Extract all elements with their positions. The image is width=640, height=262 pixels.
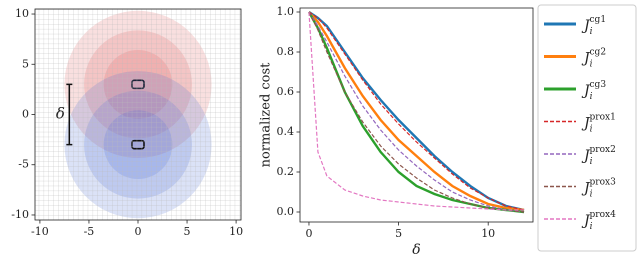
x-tick-label: 5	[395, 227, 402, 240]
axes-frame	[299, 7, 534, 223]
right-panel: 0 5 10 0.0 0.2 0.4 0.6 0.8 1.0 δ normalized cost Ji…	[259, 4, 637, 258]
legend-sub: i	[590, 27, 593, 37]
legend-sup: cg1	[590, 15, 607, 25]
legend-sup: prox3	[590, 177, 617, 187]
series-line	[308, 11, 525, 213]
y-tick-label: 0.0	[277, 205, 295, 218]
y-tick-label: 5	[22, 57, 29, 70]
axes-frame	[34, 8, 242, 221]
x-tick-label: 0	[135, 225, 142, 238]
x-tick-label: 10	[229, 225, 243, 238]
y-tick-label: 1.0	[277, 5, 295, 18]
x-tick-label: -10	[31, 225, 49, 238]
legend-sup: prox1	[590, 112, 616, 122]
y-tick-label: 10	[15, 7, 29, 20]
legend-sub: i	[590, 157, 593, 167]
legend-sub: i	[590, 189, 593, 199]
y-axis-label: normalized cost	[259, 62, 274, 168]
series-line	[308, 11, 525, 212]
x-tick-label: 10	[481, 227, 495, 240]
series-line	[308, 11, 525, 213]
left-panel: δ -10 -5 0 5 10 -10 -5 0 5 10	[11, 7, 243, 238]
legend-sup: cg3	[590, 80, 607, 90]
series-line	[307, 11, 525, 214]
legend-frame	[537, 4, 637, 252]
series-line	[308, 11, 525, 211]
legend-label: Ji cg3	[581, 80, 606, 102]
legend-base: J	[581, 18, 591, 34]
legend-sub: i	[590, 92, 593, 102]
series-line	[308, 11, 525, 211]
legend-label: Ji prox3	[581, 177, 616, 199]
y-tick-label: 0.6	[277, 85, 295, 98]
legend-base: J	[581, 116, 591, 132]
legend-sup: prox4	[590, 210, 617, 220]
legend-label: Ji prox4	[581, 210, 616, 232]
y-tick-label: -5	[18, 158, 29, 171]
x-tick-label: 5	[184, 225, 191, 238]
legend-base: J	[581, 213, 591, 229]
x-axis-label: δ	[412, 242, 420, 258]
legend-label: Ji prox1	[581, 112, 616, 134]
series-line	[308, 11, 525, 212]
y-tick-label: 0.4	[277, 125, 295, 138]
legend-sub: i	[590, 222, 593, 232]
y-tick-label: 0	[22, 108, 29, 121]
mesh	[35, 9, 241, 220]
legend-label: Ji cg1	[581, 15, 606, 37]
bracket	[66, 83, 73, 146]
legend-label: Ji cg2	[581, 47, 606, 69]
legend-sub: i	[590, 124, 593, 134]
legend-base: J	[581, 83, 591, 99]
legend-base: J	[581, 181, 591, 197]
legend-sub: i	[590, 59, 593, 69]
legend-sup: prox2	[590, 145, 616, 155]
x-tick-label: -5	[84, 225, 95, 238]
y-tick-label: 0.8	[277, 45, 295, 58]
y-tick-label: 0.2	[277, 165, 295, 178]
legend-sup: cg2	[590, 47, 607, 57]
y-tick-label: -10	[11, 208, 29, 221]
legend-base: J	[581, 51, 591, 67]
legend-label: Ji prox2	[581, 145, 616, 167]
legend-base: J	[581, 148, 591, 164]
x-tick-label: 0	[305, 227, 312, 240]
annotation: δ	[56, 105, 65, 123]
